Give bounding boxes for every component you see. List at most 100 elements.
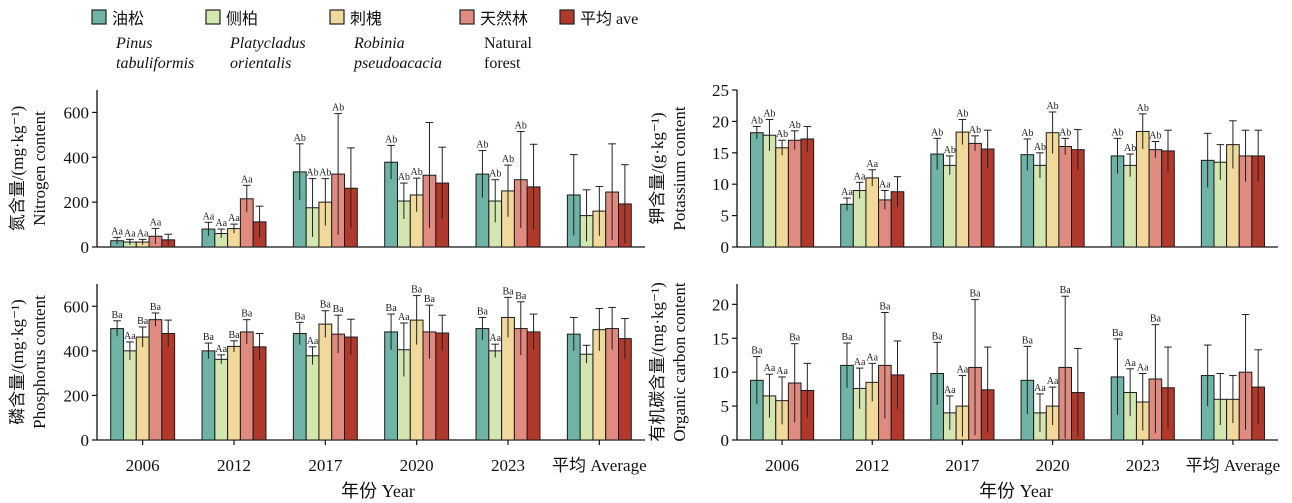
significance-label: Aa (124, 331, 136, 342)
y-tick-label: 15 (712, 329, 729, 348)
significance-label: Aa (866, 159, 878, 170)
x-tick-label: 2020 (1036, 456, 1070, 475)
x-tick-label: 平均 Average (552, 456, 647, 475)
significance-label: Aa (150, 217, 162, 228)
significance-label: Ab (931, 127, 943, 138)
y-tick-label: 25 (712, 81, 729, 100)
significance-label: Ba (969, 289, 981, 300)
significance-label: Ab (1059, 127, 1071, 138)
legend-swatch (459, 9, 475, 25)
x-tick-label: 2020 (400, 456, 434, 475)
significance-label: Ab (1046, 101, 1058, 112)
bar (852, 189, 867, 248)
significance-label: Ab (398, 172, 410, 183)
significance-label: Ab (489, 169, 501, 180)
bar (475, 328, 490, 441)
x-tick-label: 平均 Average (1186, 456, 1281, 475)
bar (201, 350, 216, 441)
significance-label: Ab (332, 103, 344, 114)
y-axis-label-cn: 有机碳含量/(mg·kg⁻¹) (648, 282, 667, 442)
y-axis-label-cn: 磷含量/(mg·kg⁻¹) (8, 299, 27, 425)
x-tick-label: 2017 (308, 456, 343, 475)
significance-label: Ba (1150, 314, 1162, 325)
x-axis-title-left: 年份 Year (341, 481, 415, 501)
bar (135, 336, 150, 441)
significance-label: Ab (944, 145, 956, 156)
significance-label: Aa (879, 179, 891, 190)
significance-label: Ab (1124, 143, 1136, 154)
y-tick-label: 400 (64, 342, 90, 361)
bar (579, 353, 594, 441)
x-tick-label: 2023 (491, 456, 525, 475)
legend-item-2: 刺槐 Robinia pseudoacacia (329, 9, 442, 72)
y-tick-label: 600 (64, 297, 90, 316)
significance-label: Ba (241, 309, 253, 320)
significance-label: Ba (1060, 285, 1072, 296)
x-tick-label: 2006 (765, 456, 799, 475)
bar (110, 328, 124, 441)
legend: 油松 Pinus tabuliformis 侧柏 Platycladus oriental… (91, 9, 638, 72)
y-tick-label: 10 (712, 363, 729, 382)
bar (840, 203, 854, 248)
significance-label: Ba (333, 304, 345, 315)
significance-label: Ab (294, 133, 306, 144)
significance-label: Ba (751, 346, 763, 357)
y-tick-label: 600 (64, 103, 90, 122)
significance-label: Ab (319, 168, 331, 179)
significance-label: Aa (203, 211, 215, 222)
bar (161, 332, 176, 441)
x-tick-label: 2017 (945, 456, 980, 475)
bar (762, 134, 777, 248)
significance-label: Ba (1112, 328, 1124, 339)
legend-item-1: 侧柏 Platycladus orientalis (205, 9, 306, 72)
panel-organic_carbon: 0 5 10 15 20 有机碳含量/(mg·kg⁻¹) Organic carbon co… (648, 282, 1280, 475)
significance-label: Aa (1137, 363, 1149, 374)
legend-label-cn: 侧柏 (226, 10, 258, 28)
bar (305, 355, 320, 441)
legend-label-en: Robinia (353, 35, 405, 52)
bar (955, 131, 970, 248)
legend-label-en: Pinus (115, 35, 152, 52)
legend-label-en: Natural (484, 35, 533, 52)
significance-label: Ba (386, 303, 398, 314)
bar (122, 350, 137, 441)
legend-item-3: 天然林 Natural forest (459, 9, 533, 72)
significance-label: Ab (411, 167, 423, 178)
legend-item-4: 平均 ave (559, 9, 638, 28)
significance-label: Ba (294, 311, 306, 322)
significance-label: Aa (1047, 376, 1059, 387)
legend-label-en-2: tabuliformis (116, 55, 194, 72)
significance-label: Ba (841, 332, 853, 343)
significance-label: Aa (1034, 383, 1046, 394)
legend-label-en-2: forest (484, 55, 521, 72)
significance-label: Ba (228, 330, 240, 341)
significance-label: Aa (957, 365, 969, 376)
significance-label: Aa (398, 312, 410, 323)
significance-label: Aa (124, 228, 136, 239)
y-axis-label-en: Organic carbon content (670, 282, 689, 442)
significance-label: Aa (241, 174, 253, 185)
bar (318, 323, 333, 441)
significance-label: Ba (932, 331, 944, 342)
significance-label: Ab (1111, 127, 1123, 138)
significance-label: Aa (215, 344, 227, 355)
bar (252, 346, 267, 441)
significance-label: Ab (751, 115, 763, 126)
significance-label: Ab (1149, 130, 1161, 141)
legend-swatch (205, 9, 221, 25)
y-axis-label-en: Nitrogen content (30, 111, 49, 226)
bar (942, 164, 957, 248)
significance-label: Aa (215, 218, 227, 229)
y-tick-label: 15 (712, 144, 729, 163)
legend-swatch (559, 9, 575, 25)
bar (800, 138, 815, 248)
bar (1148, 149, 1163, 248)
panel-nitrogen: 0 200 400 600 氮含量/(mg·kg⁻¹) Nitrogen content A… (8, 90, 645, 257)
significance-label: Ab (956, 109, 968, 120)
significance-label: Aa (841, 187, 853, 198)
bar (488, 350, 503, 441)
panel-phosphorus: 0 200 400 600 磷含量/(mg·kg⁻¹) Phosphorus conten… (8, 284, 647, 475)
significance-label: Ab (385, 134, 397, 145)
